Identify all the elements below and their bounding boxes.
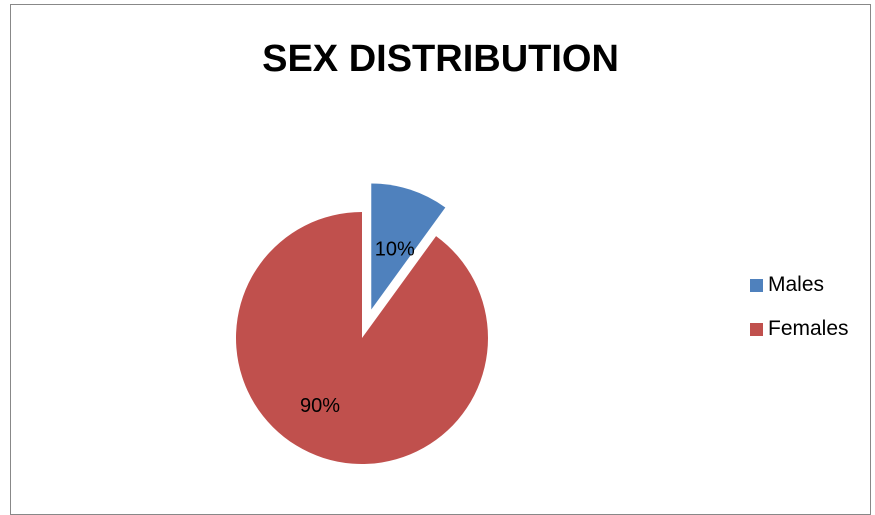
- pie-slices: [236, 183, 489, 464]
- legend: Males Females: [750, 273, 849, 362]
- chart-title: SEX DISTRIBUTION: [262, 38, 619, 80]
- data-label-females: 90%: [300, 395, 340, 417]
- legend-item-females: Females: [750, 317, 849, 340]
- legend-label-females: Females: [768, 317, 849, 340]
- pie-slice-females: [236, 212, 489, 464]
- legend-swatch-females: [750, 322, 763, 336]
- legend-label-males: Males: [768, 273, 825, 296]
- legend-item-males: Males: [750, 273, 849, 296]
- legend-swatch-males: [750, 278, 763, 292]
- data-label-males: 10%: [375, 239, 415, 261]
- pie-slice-males: [371, 183, 446, 310]
- pie-data-labels: 10% 90%: [300, 239, 415, 417]
